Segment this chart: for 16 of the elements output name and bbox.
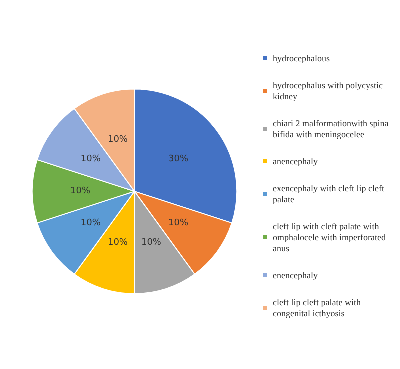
data-label: 10% [80,154,102,165]
legend-label: cleft lip cleft palate with congenital icthyosis [273,298,364,318]
data-label: 10% [108,135,128,146]
data-label: 10% [168,218,189,228]
data-label: 30% [168,154,189,165]
data-label: 10% [108,238,128,248]
legend-label: exencephaly with cleft lip cleft palate [273,184,387,204]
data-label: 10% [70,186,91,197]
legend-label: cleft lip with cleft palate with omphalocele with imperforated anus [273,222,388,254]
data-label: 10% [80,218,102,228]
legend-label: anencephaly [273,156,318,166]
legend-label: chiari 2 malformationwith spina bifida with meningocelee [273,118,391,140]
legend-label: enencephaly [273,270,318,280]
legend-label: hydrocephalous [273,54,330,64]
legend-label: hydrocephalus with polycystic kidney [273,80,386,102]
data-label: 10% [141,238,162,248]
